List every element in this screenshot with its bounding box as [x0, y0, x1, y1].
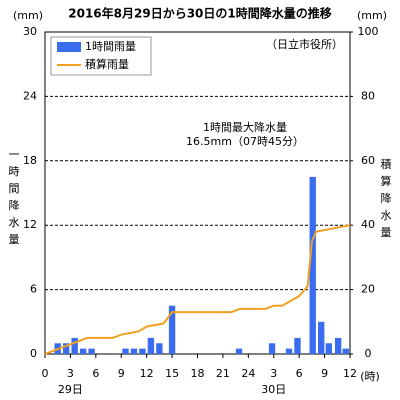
x-tick-label: 9 — [118, 367, 125, 380]
bar — [147, 337, 155, 354]
y-tick-label: 18 — [23, 154, 37, 167]
y-axis-title: 量 — [9, 233, 20, 246]
y2-axis-title: 積 — [381, 157, 392, 171]
bar — [285, 348, 293, 354]
bar — [122, 348, 129, 354]
y-axis-title: 一 — [9, 148, 20, 161]
chart-title: 2016年8月29日から30日の1時間降水量の推移 — [68, 6, 332, 21]
y-axis-title: 間 — [9, 182, 20, 195]
x-tick-label: 6 — [92, 367, 99, 380]
annotation: 1時間最大降水量 — [203, 120, 287, 134]
y2-tick-label: 80 — [361, 89, 375, 102]
bar — [130, 348, 138, 354]
y2-axis-title: 水 — [381, 209, 392, 222]
bar — [71, 337, 78, 354]
x-tick-label: 18 — [191, 367, 205, 380]
bar — [325, 343, 332, 354]
x-tick-label: 21 — [216, 367, 230, 380]
y-axis-title: 水 — [9, 216, 20, 229]
x-tick-label: 24 — [241, 367, 255, 380]
x-tick-label: 12 — [140, 367, 154, 380]
y2-unit: (mm) — [357, 9, 387, 22]
y-tick-label: 24 — [23, 89, 37, 102]
y-axis-title: 時 — [9, 165, 20, 178]
bar — [309, 176, 316, 354]
bar — [268, 343, 276, 354]
bar — [235, 348, 243, 354]
x-tick-label: 15 — [165, 367, 179, 380]
y2-axis-title: 降 — [381, 191, 392, 205]
bar — [79, 348, 87, 354]
bar — [294, 337, 301, 354]
bar — [334, 337, 342, 354]
y-axis-title: 降 — [9, 198, 20, 212]
bar — [342, 348, 349, 354]
y-tick-label: 6 — [30, 283, 37, 296]
y2-tick-label: 40 — [361, 218, 375, 231]
legend-swatch — [57, 42, 81, 52]
legend-label: 積算雨量 — [85, 57, 129, 71]
bar — [156, 343, 163, 354]
y2-axis-title: 算 — [381, 174, 392, 188]
bar — [63, 343, 70, 354]
y2-tick-label: 20 — [361, 283, 375, 296]
y2-tick-label: 0 — [365, 347, 372, 360]
y2-tick-label: 60 — [361, 154, 375, 167]
annotation: 16.5mm（07時45分） — [186, 135, 304, 148]
x-tick-label: 9 — [321, 367, 328, 380]
day-label: 29日 — [58, 383, 83, 396]
bar — [318, 321, 325, 354]
station: （日立市役所） — [266, 37, 343, 51]
y-tick-label: 30 — [23, 25, 37, 38]
bar — [88, 348, 95, 354]
y2-tick-label: 100 — [358, 25, 379, 38]
bar — [139, 348, 146, 354]
plot-frame — [44, 31, 351, 355]
y-tick-label: 12 — [23, 218, 37, 231]
x-tick-label: 6 — [296, 367, 303, 380]
x-tick-label: 12 — [343, 367, 357, 380]
x-tick-label: 3 — [270, 367, 277, 380]
y-unit: (mm) — [13, 9, 43, 22]
x-tick-label: 3 — [67, 367, 74, 380]
legend-label: 1時間雨量 — [85, 40, 136, 53]
bar — [168, 305, 176, 354]
y2-axis-title: 量 — [381, 226, 392, 239]
day-label: 30日 — [261, 383, 286, 396]
y-tick-label: 0 — [30, 347, 37, 360]
line — [44, 224, 351, 355]
x-tick-label: 0 — [42, 367, 49, 380]
x-unit: (時) — [360, 370, 380, 383]
